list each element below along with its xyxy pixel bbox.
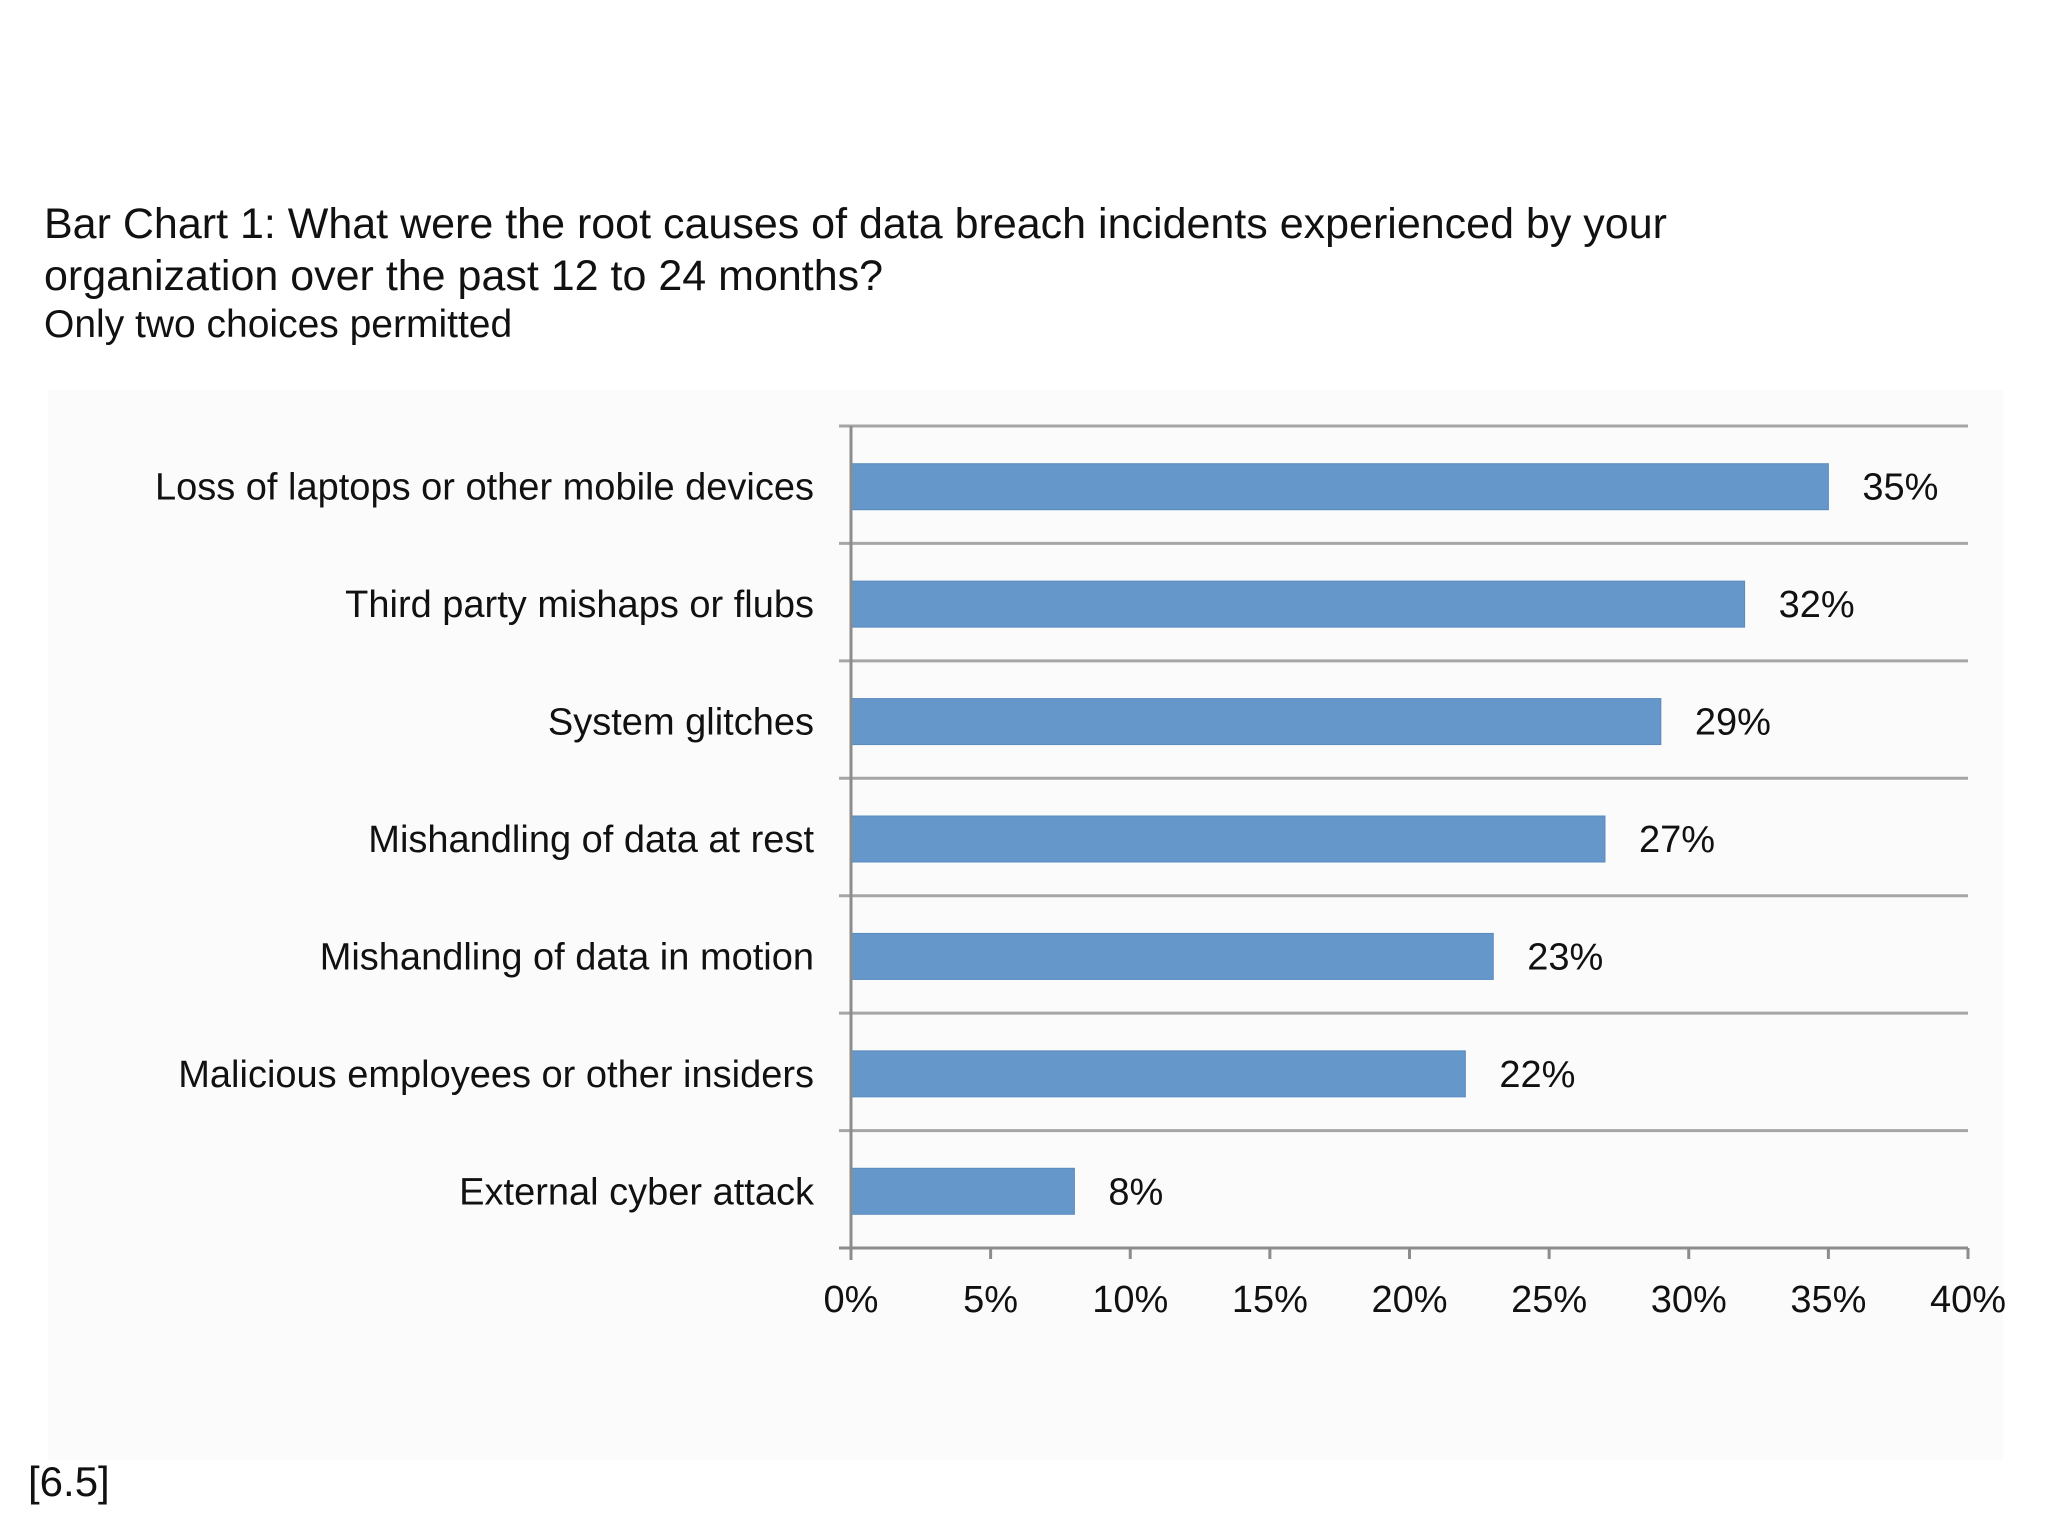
category-label: Mishandling of data in motion xyxy=(320,936,814,978)
bar xyxy=(850,463,1829,511)
category-label: Loss of laptops or other mobile devices xyxy=(155,467,814,509)
x-tick-label: 10% xyxy=(1092,1279,1168,1321)
bar xyxy=(850,815,1606,863)
bar xyxy=(850,580,1746,628)
category-label: Mishandling of data at rest xyxy=(368,819,814,861)
x-tick-label: 30% xyxy=(1651,1279,1727,1321)
category-label: Third party mishaps or flubs xyxy=(345,584,814,626)
x-tick-label: 35% xyxy=(1790,1279,1866,1321)
chart-title-block: Bar Chart 1: What were the root causes o… xyxy=(44,198,1944,350)
x-tick-label: 40% xyxy=(1930,1279,2006,1321)
x-tick-label: 0% xyxy=(824,1279,879,1321)
x-tick-label: 15% xyxy=(1232,1279,1308,1321)
data-label: 32% xyxy=(1779,584,1855,626)
data-label: 35% xyxy=(1862,467,1938,509)
figure-reference: [6.5] xyxy=(28,1458,110,1505)
x-tick-label: 25% xyxy=(1511,1279,1587,1321)
chart-title-line-2: organization over the past 12 to 24 mont… xyxy=(44,252,884,300)
category-label: Malicious employees or other insiders xyxy=(178,1054,814,1096)
x-tick-label: 20% xyxy=(1371,1279,1447,1321)
x-tick-label: 5% xyxy=(963,1279,1018,1321)
data-label: 29% xyxy=(1695,702,1771,744)
data-label: 27% xyxy=(1639,819,1715,861)
chart-title-line-1: Bar Chart 1: What were the root causes o… xyxy=(44,200,1667,248)
bar xyxy=(850,1050,1466,1098)
data-label: 22% xyxy=(1499,1054,1575,1096)
data-label: 23% xyxy=(1527,936,1603,978)
chart-background xyxy=(48,390,2003,1460)
bar xyxy=(850,1167,1075,1215)
bar xyxy=(850,932,1494,980)
data-label: 8% xyxy=(1108,1171,1163,1213)
chart-subtitle: Only two choices permitted xyxy=(44,303,513,346)
bar xyxy=(850,698,1662,746)
category-label: System glitches xyxy=(548,702,814,744)
category-label: External cyber attack xyxy=(459,1171,815,1213)
